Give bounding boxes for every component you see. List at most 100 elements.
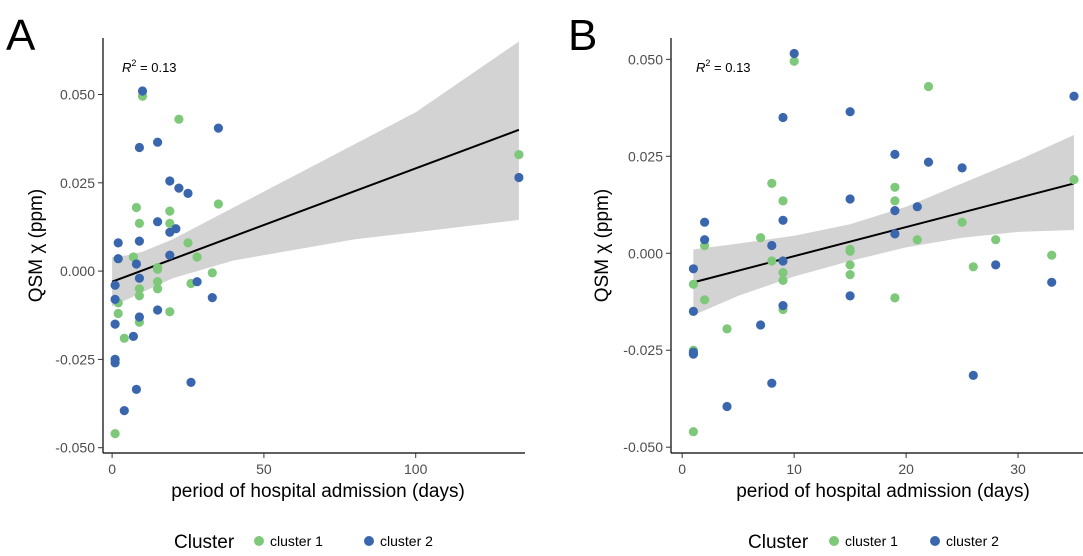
panel-letter: B	[568, 11, 597, 60]
r-squared-annotation: R2 = 0.13	[122, 58, 177, 75]
point-cluster-2	[171, 224, 181, 234]
regression-line	[693, 182, 1075, 284]
point-cluster-1	[134, 218, 144, 228]
panel-letter: A	[6, 11, 36, 60]
point-cluster-1	[890, 182, 900, 192]
point-cluster-2	[131, 384, 141, 394]
point-cluster-2	[186, 377, 196, 387]
point-cluster-1	[110, 429, 120, 439]
y-tick-label: -0.050	[623, 439, 663, 455]
point-cluster-1	[119, 333, 129, 343]
point-cluster-2	[165, 176, 175, 186]
point-cluster-1	[767, 178, 777, 188]
point-cluster-1	[700, 295, 710, 305]
point-cluster-2	[110, 354, 120, 364]
legend-swatch-cluster-2	[364, 536, 374, 546]
point-cluster-1	[778, 275, 788, 285]
x-axis-title: period of hospital admission (days)	[171, 481, 465, 502]
point-cluster-2	[174, 183, 184, 193]
point-cluster-1	[153, 284, 163, 294]
r-squared-superscript: 2	[705, 58, 710, 68]
point-cluster-2	[767, 240, 777, 251]
point-cluster-1	[991, 235, 1001, 245]
point-cluster-1	[912, 235, 922, 245]
point-cluster-1	[845, 260, 855, 270]
point-cluster-2	[207, 293, 217, 303]
point-cluster-1	[923, 81, 934, 92]
point-cluster-1	[165, 307, 175, 317]
point-cluster-1	[845, 244, 855, 254]
point-cluster-2	[968, 370, 978, 380]
point-cluster-2	[1069, 91, 1079, 101]
point-cluster-2	[128, 331, 138, 341]
legend-swatch-cluster-1	[254, 536, 264, 546]
point-cluster-1	[756, 233, 766, 243]
point-cluster-2	[890, 229, 900, 239]
point-cluster-2	[756, 320, 766, 330]
legend-title: Cluster	[748, 532, 809, 553]
point-cluster-1	[134, 291, 144, 301]
regression-line	[111, 128, 520, 283]
r-squared-value: = 0.13	[710, 60, 750, 75]
point-cluster-2	[110, 294, 120, 304]
point-cluster-1	[890, 293, 900, 303]
point-cluster-2	[134, 142, 144, 153]
y-tick-label: 0.025	[60, 175, 95, 191]
legend-label-cluster-2: cluster 2	[380, 533, 433, 549]
point-cluster-2	[110, 319, 120, 329]
y-tick-label: -0.050	[55, 440, 95, 456]
legend: Cluster cluster 1 cluster 2 Cluster cluster …	[174, 532, 999, 553]
point-cluster-2	[113, 238, 123, 248]
point-cluster-1	[1069, 175, 1079, 185]
legend-label-cluster-2: cluster 2	[946, 533, 999, 549]
point-cluster-1	[845, 270, 855, 280]
legend-title: Cluster	[174, 532, 235, 553]
x-tick-label: 100	[404, 461, 428, 477]
confidence-band	[693, 135, 1074, 316]
point-cluster-1	[957, 217, 967, 227]
point-cluster-1	[722, 324, 732, 334]
point-cluster-2	[153, 137, 163, 147]
point-cluster-2	[134, 312, 144, 322]
r-squared-symbol: R	[696, 60, 705, 75]
point-cluster-2	[688, 264, 699, 274]
x-tick-label: 0	[108, 461, 116, 477]
point-cluster-1	[113, 308, 123, 319]
point-cluster-2	[845, 107, 855, 117]
point-cluster-2	[778, 112, 788, 123]
point-cluster-2	[923, 157, 934, 167]
point-cluster-2	[137, 86, 148, 96]
point-cluster-1	[134, 284, 144, 294]
legend-swatch-cluster-1	[829, 536, 839, 546]
point-cluster-1	[192, 252, 202, 262]
point-cluster-2	[134, 236, 144, 246]
point-cluster-2	[165, 250, 175, 260]
point-cluster-2	[153, 217, 163, 227]
point-cluster-1	[165, 218, 175, 228]
point-cluster-2	[890, 149, 900, 159]
r-squared-symbol: R	[122, 60, 131, 75]
panel-a: -0.050 -0.025 0.000 0.025 0.050 0 50 100 period …	[6, 11, 525, 502]
y-tick-label: 0.025	[628, 148, 663, 164]
legend-label-cluster-1: cluster 1	[845, 533, 898, 549]
point-cluster-2	[700, 235, 710, 245]
point-cluster-2	[778, 215, 788, 225]
r-squared-value: = 0.13	[136, 60, 176, 75]
point-cluster-1	[767, 256, 777, 266]
point-cluster-2	[183, 188, 193, 198]
point-cluster-2	[845, 291, 855, 301]
x-tick-label: 50	[256, 461, 272, 477]
confidence-band	[112, 41, 519, 307]
point-cluster-1	[514, 150, 524, 160]
x-tick-label: 30	[1010, 461, 1026, 477]
point-cluster-2	[957, 163, 967, 173]
y-tick-label: -0.025	[55, 351, 95, 367]
x-tick-label: 0	[678, 461, 686, 477]
r-squared-annotation: R2 = 0.13	[696, 58, 751, 75]
y-axis-title: QSM χ (ppm)	[592, 189, 613, 302]
legend-swatch-cluster-2	[930, 536, 940, 546]
point-cluster-1	[688, 279, 699, 289]
point-cluster-1	[128, 252, 138, 262]
point-cluster-2	[514, 172, 524, 183]
